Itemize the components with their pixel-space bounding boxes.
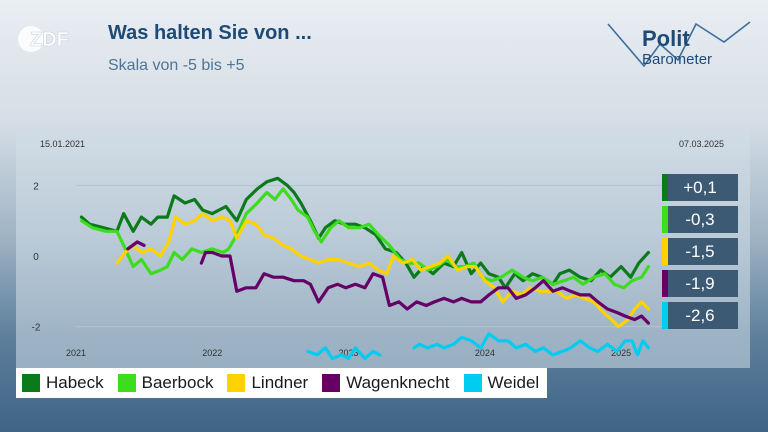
legend-label: Weidel: [487, 373, 540, 392]
y-tick-label: 2: [33, 181, 39, 192]
badge-color-bar: [662, 206, 668, 233]
legend-item-weidel: Weidel: [463, 373, 540, 393]
badge-value: -1,9: [685, 273, 715, 293]
y-tick-label: 0: [33, 252, 39, 263]
legend-swatch: [227, 374, 246, 392]
series-line-lindner: [115, 211, 651, 329]
brand-line-1: Polit: [642, 26, 690, 51]
chart-legend: Habeck Baerbock Lindner Wagenknecht Weid…: [16, 368, 548, 398]
legend-swatch: [22, 374, 40, 392]
legend-swatch: [117, 374, 136, 392]
badge-value: -1,5: [685, 241, 715, 261]
series-line-habeck: [79, 176, 651, 290]
series-line-baerbock: [79, 187, 651, 290]
x-tick-label: 2021: [66, 348, 86, 358]
series-line-weidel: [412, 332, 651, 357]
end-date-label: 07.03.2025: [679, 139, 724, 149]
x-tick-label: 2025: [611, 348, 631, 358]
badge-lindner: -1,5: [662, 238, 738, 265]
x-tick-label: 2023: [339, 348, 359, 358]
legend-label: Lindner: [251, 373, 309, 392]
badge-value: +0,1: [683, 177, 717, 197]
series-line-wagenknecht: [126, 240, 146, 251]
legend-swatch: [463, 374, 482, 392]
legend-item-lindner: Lindner: [227, 373, 308, 393]
badge-value: -0,3: [685, 209, 715, 229]
legend-item-baerbock: Baerbock: [117, 373, 214, 393]
x-tick-label: 2024: [475, 348, 495, 358]
x-tick-label: 2022: [202, 348, 222, 358]
politbarometer-logo: Polit Barometer: [607, 21, 751, 68]
series-line-weidel: [306, 346, 382, 361]
legend-label: Wagenknecht: [346, 373, 450, 392]
brand-line-2: Barometer: [642, 51, 712, 68]
page-title: Was halten Sie von ...: [108, 22, 312, 44]
line-chart: 2 0 -2 2021 2022 2023 2024 2025 15.01.2021 07.03.…: [32, 139, 724, 361]
zdf-logo: ZDF: [18, 26, 69, 52]
badge-color-bar: [662, 302, 668, 329]
series-line-wagenknecht: [199, 250, 651, 325]
badge-weidel: -2,6: [662, 302, 738, 329]
legend-item-wagenknecht: Wagenknecht: [322, 373, 450, 393]
legend-swatch: [322, 374, 341, 392]
page-subtitle: Skala von -5 bis +5: [108, 57, 245, 74]
legend-item-habeck: Habeck: [22, 373, 104, 393]
legend-label: Habeck: [46, 373, 104, 392]
legend-label: Baerbock: [141, 373, 214, 392]
y-tick-label: -2: [32, 323, 41, 334]
start-date-label: 15.01.2021: [40, 139, 85, 149]
badge-wagenknecht: -1,9: [662, 270, 738, 297]
badge-color-bar: [662, 174, 668, 201]
badge-color-bar: [662, 270, 668, 297]
badge-habeck: +0,1: [662, 174, 738, 201]
zdf-logo-text: ZDF: [30, 29, 69, 51]
badge-baerbock: -0,3: [662, 206, 738, 233]
badge-color-bar: [662, 238, 668, 265]
badge-value: -2,6: [685, 305, 715, 325]
